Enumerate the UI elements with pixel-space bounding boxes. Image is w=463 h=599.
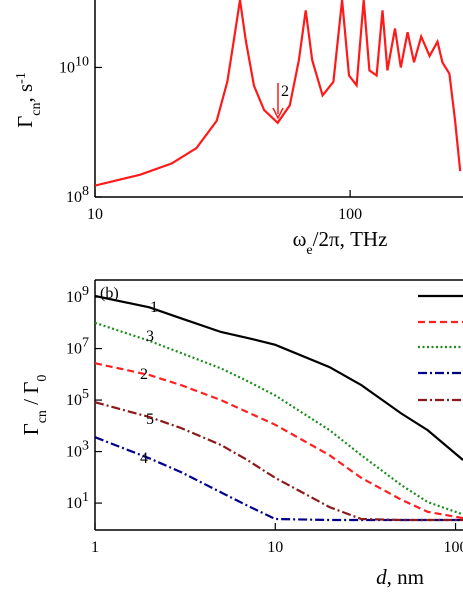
label-part: / Γ [19,382,43,410]
x-axis-label: d, nm [376,565,424,589]
label-part: cn [35,410,50,423]
series-line [95,321,463,516]
tick-exponent: 10 [75,54,89,69]
series-label: 4 [140,450,148,467]
y-tick-label: 101 [66,490,89,512]
tick-exponent: 9 [82,284,89,299]
y-tick-label: 109 [66,284,89,306]
label-part: d [376,565,387,589]
x-tick-label: 100 [338,206,362,223]
tick-base: 10 [66,392,82,409]
y-tick-label: 105 [66,387,89,409]
label-part: /2π, THz [313,227,388,251]
plot-area [95,0,462,187]
y-axis-label: Γcn, s-1 [13,72,44,128]
y-axis-label: Γcn / Γ0 [19,375,50,436]
label-part: , s [13,84,37,103]
annotation: 2 [281,83,289,100]
series-label: 1 [150,299,158,316]
label-part: -1 [14,72,29,84]
plot-area [95,294,463,522]
annotation-arrowhead [272,107,284,120]
y-tick-label: 103 [66,439,89,461]
y-tick-label: 107 [66,336,89,358]
data-line [95,0,462,187]
tick-base: 10 [66,444,82,461]
x-tick-label: 10 [267,539,283,556]
series-line [95,401,463,522]
series-label: 5 [146,411,154,428]
tick-base: 10 [66,289,82,306]
x-tick-label: 10 [87,206,103,223]
tick-exponent: 8 [82,184,89,199]
series-line [95,362,463,520]
tick-exponent: 3 [82,439,89,454]
tick-exponent: 1 [82,490,89,505]
series-label: 2 [140,366,148,383]
x-tick-label: 1 [91,539,99,556]
label-part: ω [293,227,307,251]
tick-base: 10 [66,189,82,206]
x-tick-label: 100 [444,539,463,556]
label-part: 0 [35,375,50,382]
panel-label: (b) [100,285,119,302]
y-tick-label: 108 [66,184,89,206]
label-part: Γ [19,423,43,435]
y-tick-label: 1010 [59,54,89,76]
x-axis-label: ωe/2π, THz [293,227,388,258]
label-part: e [306,243,312,258]
label-part: cn [29,103,44,116]
tick-base: 10 [59,59,75,76]
series-line [95,436,463,522]
series-line [95,294,463,461]
tick-base: 10 [66,341,82,358]
label-part: Γ [13,116,37,128]
tick-exponent: 5 [82,387,89,402]
tick-base: 10 [66,495,82,512]
label-part: , nm [387,565,424,589]
series-label: 3 [146,328,154,345]
tick-exponent: 7 [82,336,89,351]
